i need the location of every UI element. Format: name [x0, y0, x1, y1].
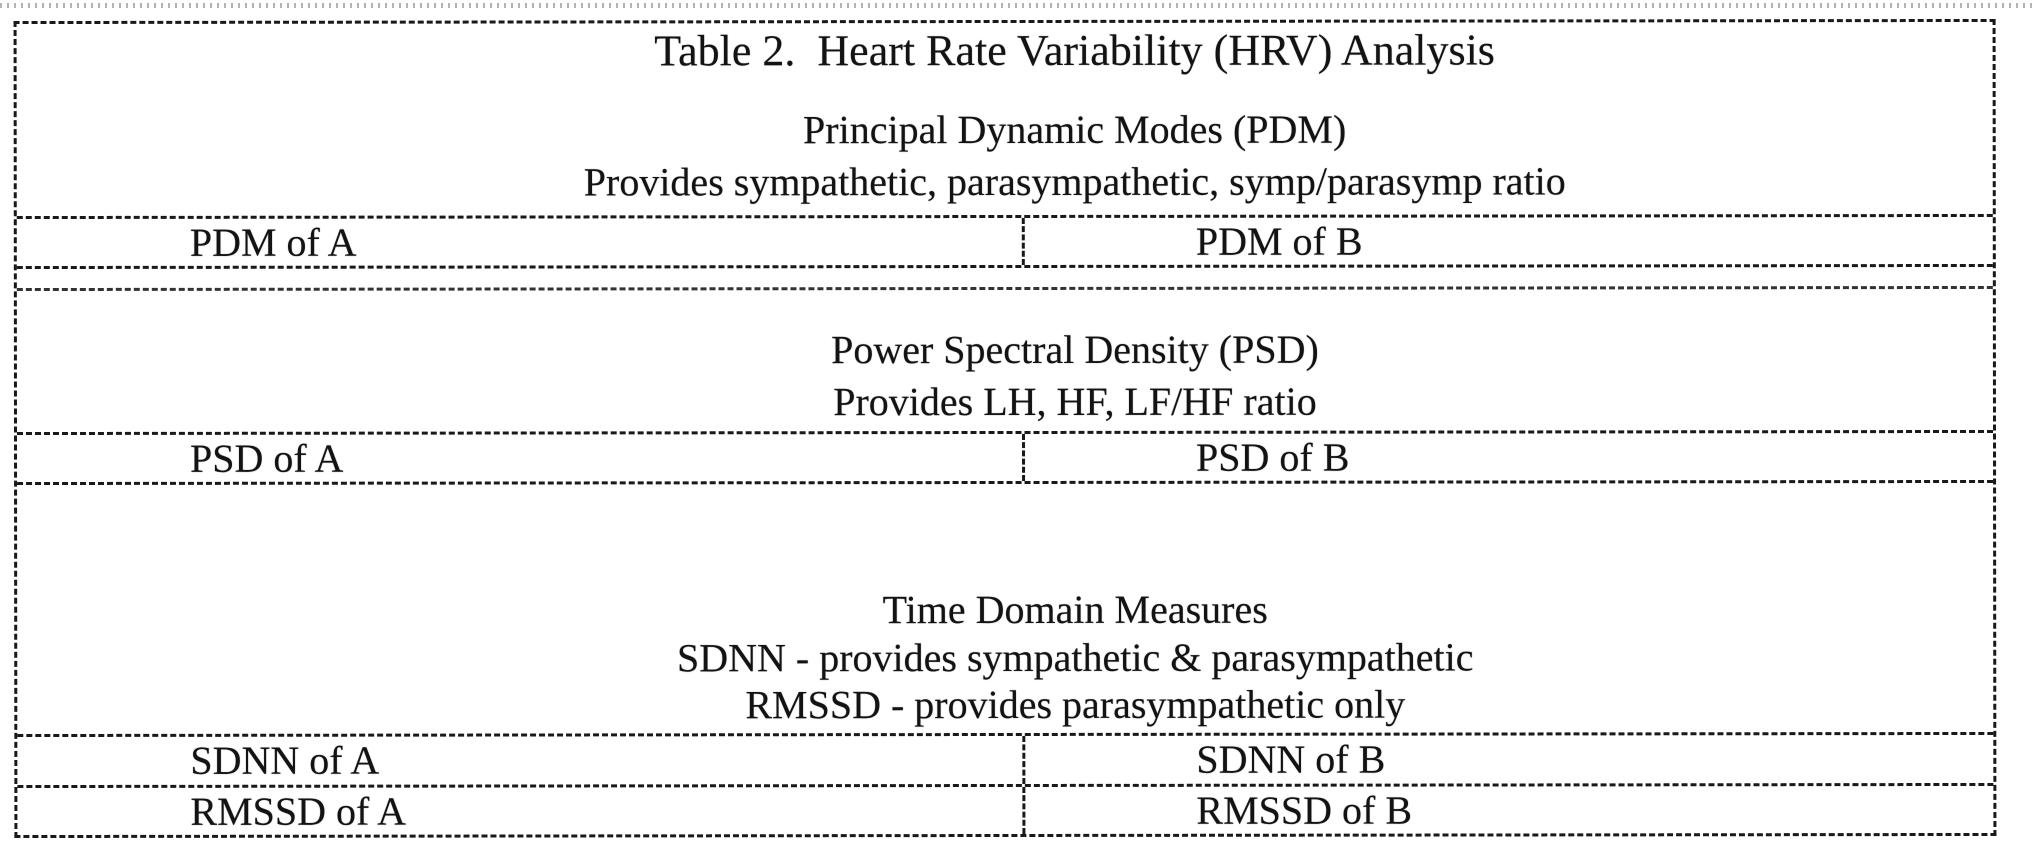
table-row-psd: PSD of A PSD of B [17, 429, 1994, 483]
table-row-sdnn: SDNN of A SDNN of B [17, 731, 1994, 786]
section-pdm-header: Table 2. Heart Rate Variability (HRV) An… [17, 22, 1993, 216]
section-time-domain-header: Time Domain Measures SDNN - provides sym… [17, 479, 1994, 735]
hrv-analysis-table: Table 2. Heart Rate Variability (HRV) An… [13, 18, 1997, 839]
rmssd-subheading: RMSSD - provides parasympathetic only [745, 681, 1406, 728]
psd-section-subheading: Provides LH, HF, LF/HF ratio [833, 378, 1317, 425]
pdm-section-heading: Principal Dynamic Modes (PDM) [803, 106, 1347, 153]
table-row-rmssd: RMSSD of A RMSSD of B [17, 782, 1994, 836]
sdnn-subheading: SDNN - provides sympathetic & parasympat… [676, 634, 1474, 681]
scan-artifact-top-line [0, 3, 2033, 8]
cell-sdnn-of-b: SDNN of B [1022, 734, 1994, 784]
time-domain-section-heading: Time Domain Measures [882, 586, 1268, 633]
psd-section-heading: Power Spectral Density (PSD) [831, 326, 1319, 373]
cell-pdm-of-a: PDM of A [189, 219, 357, 265]
cell-rmssd-of-a: RMSSD of A [190, 788, 407, 834]
table-caption: Table 2. Heart Rate Variability (HRV) An… [654, 25, 1495, 76]
table-row-pdm: PDM of A PDM of B [16, 213, 1993, 267]
cell-pdm-of-b: PDM of B [1021, 216, 1993, 265]
cell-psd-of-a: PSD of A [190, 435, 344, 481]
section-psd-header: Power Spectral Density (PSD) Provides LH… [16, 263, 1994, 433]
cell-sdnn-of-a: SDNN of A [190, 737, 380, 783]
pdm-section-subheading: Provides sympathetic, parasympathetic, s… [583, 158, 1566, 205]
cell-rmssd-of-b: RMSSD of B [1022, 785, 1994, 834]
cell-psd-of-b: PSD of B [1022, 432, 1994, 481]
